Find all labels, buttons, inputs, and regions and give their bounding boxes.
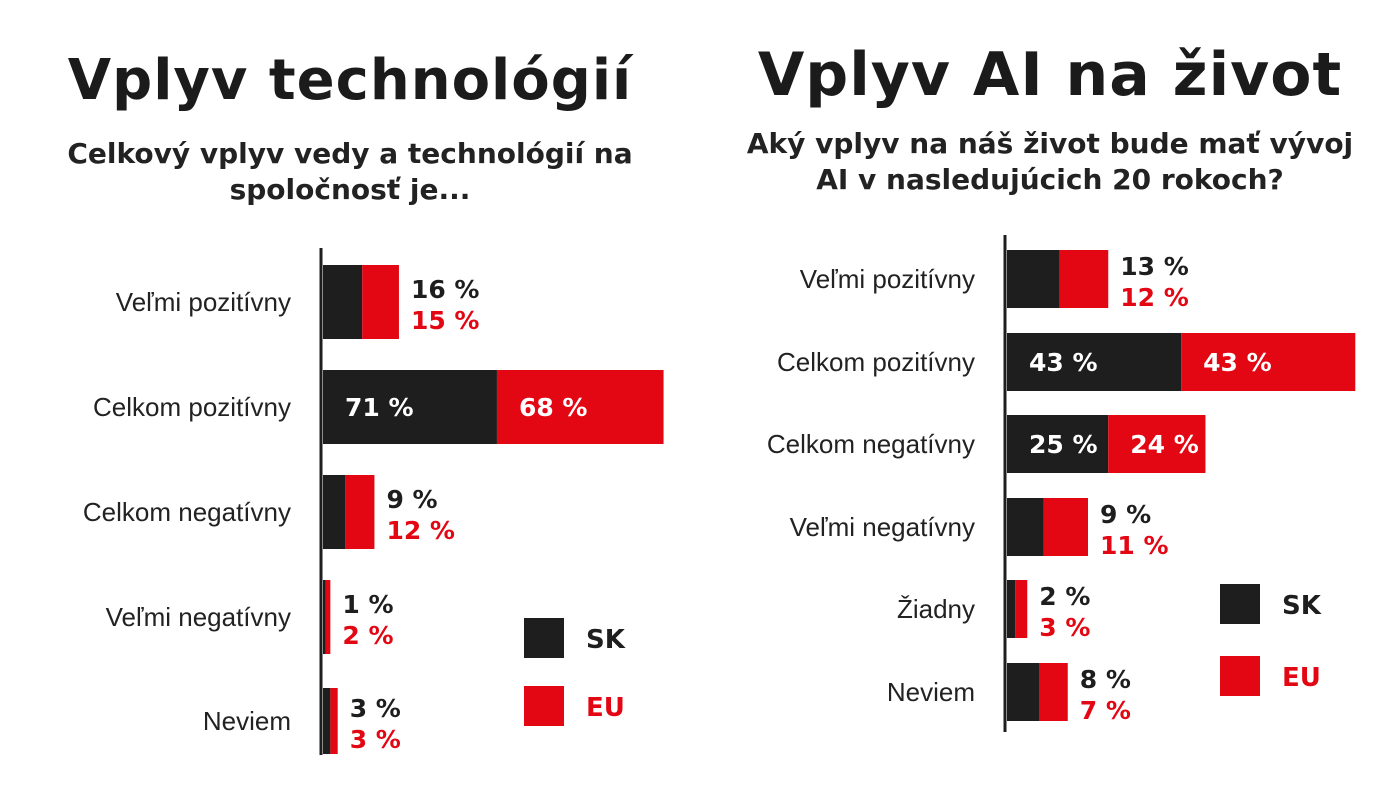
legend: SK EU (524, 618, 626, 726)
bar-row: Neviem 3 %3 % (203, 688, 401, 754)
bar-row: Celkom pozitívny 43 % 43 % (777, 333, 1356, 391)
bar-plot-area: Veľmi pozitívny 13 %12 % Celkom pozitívny 4… (767, 235, 1356, 732)
bar-sk (1007, 333, 1182, 391)
chart-title: Vplyv AI na život (757, 40, 1343, 110)
value-label-eu: 43 % (1203, 348, 1272, 377)
bar-eu (1181, 333, 1356, 391)
bar-eu (330, 688, 338, 754)
legend-swatch-sk (524, 618, 564, 658)
value-label-sk: 13 % (1120, 252, 1189, 281)
value-label-sk: 8 % (1080, 665, 1131, 694)
value-label-sk: 71 % (345, 393, 414, 422)
bar-sk (1007, 415, 1109, 473)
bar-row: Veľmi pozitívny 16 %15 % (116, 265, 480, 339)
legend: SK EU (1220, 584, 1322, 696)
bar-eu (1015, 580, 1028, 638)
value-label-eu: 3 % (350, 725, 401, 754)
category-label: Žiadny (897, 594, 975, 624)
chart-technology-impact: Vplyv technológií Celkový vplyv vedy a t… (0, 48, 700, 755)
chart-subtitle: Aký vplyv na náš život bude mať vývoj AI… (700, 126, 1400, 198)
chart-ai-impact: Vplyv AI na život Aký vplyv na náš život… (700, 0, 1400, 800)
value-label-eu: 12 % (1120, 283, 1189, 312)
value-label-eu: 11 % (1100, 531, 1169, 560)
legend-swatch-sk (1220, 584, 1260, 624)
legend-label-eu: EU (1282, 663, 1321, 693)
bar-sk (323, 580, 326, 654)
value-label-sk: 3 % (350, 694, 401, 723)
category-label: Veľmi pozitívny (116, 287, 291, 317)
bar-eu (1108, 415, 1206, 473)
value-label-eu: 3 % (1039, 613, 1090, 642)
value-label-eu: 15 % (411, 306, 480, 335)
bar-sk (323, 265, 363, 339)
bar-row: Neviem 8 %7 % (887, 663, 1131, 725)
value-label-eu: 24 % (1130, 430, 1199, 459)
bar-sk (1007, 498, 1044, 556)
bar-plot-area: Veľmi pozitívny 16 %15 % Celkom pozitívny 7… (83, 248, 664, 755)
value-label-sk: 43 % (1029, 348, 1098, 377)
category-label: Celkom negatívny (767, 429, 975, 459)
bar-eu (1043, 498, 1088, 556)
bar-sk (1007, 250, 1060, 308)
bar-row: Veľmi negatívny 1 %2 % (106, 580, 394, 654)
value-label-sk: 9 % (386, 485, 437, 514)
value-label-eu: 12 % (386, 516, 455, 545)
bar-sk (1007, 663, 1040, 721)
category-label: Celkom negatívny (83, 497, 291, 527)
value-label-sk: 25 % (1029, 430, 1098, 459)
value-label-sk: 9 % (1100, 500, 1151, 529)
bar-row: Žiadny 2 %3 % (897, 580, 1090, 642)
chart-subtitle: Celkový vplyv vedy a technológií na spol… (0, 136, 700, 208)
value-label-eu: 68 % (519, 393, 588, 422)
legend-swatch-eu (1220, 656, 1260, 696)
category-label: Neviem (887, 677, 975, 707)
value-label-sk: 1 % (342, 590, 393, 619)
legend-swatch-eu (524, 686, 564, 726)
bar-row: Celkom negatívny 25 % 24 % (767, 415, 1206, 473)
value-label-eu: 2 % (342, 621, 393, 650)
category-label: Veľmi negatívny (790, 512, 975, 542)
legend-label-sk: SK (1282, 591, 1322, 621)
bar-eu (345, 475, 375, 549)
bar-eu (1039, 663, 1068, 721)
subtitle-line-2: spoločnosť je... (229, 173, 471, 206)
bar-eu (496, 370, 664, 444)
bar-eu (362, 265, 399, 339)
category-label: Celkom pozitívny (777, 347, 975, 377)
value-label-sk: 2 % (1039, 582, 1090, 611)
category-label: Celkom pozitívny (93, 392, 291, 422)
bar-sk (323, 475, 346, 549)
bar-row: Veľmi pozitívny 13 %12 % (800, 250, 1189, 312)
bar-sk (323, 370, 497, 444)
bar-eu (325, 580, 331, 654)
value-label-sk: 16 % (411, 275, 480, 304)
category-label: Veľmi pozitívny (800, 264, 975, 294)
bar-row: Veľmi negatívny 9 %11 % (790, 498, 1169, 560)
legend-label-sk: SK (586, 625, 626, 655)
category-label: Neviem (203, 706, 291, 736)
chart-title: Vplyv technológií (67, 48, 633, 113)
bar-sk (1007, 580, 1016, 638)
subtitle-line-1: Celkový vplyv vedy a technológií na (67, 137, 633, 170)
category-label: Veľmi negatívny (106, 602, 291, 632)
subtitle-line-1: Aký vplyv na náš život bude mať vývoj (746, 127, 1354, 160)
bar-sk (323, 688, 331, 754)
legend-label-eu: EU (586, 693, 625, 723)
bar-eu (1059, 250, 1109, 308)
subtitle-line-2: AI v nasledujúcich 20 rokoch? (816, 163, 1284, 196)
bar-row: Celkom pozitívny 71 % 68 % (93, 370, 664, 444)
bar-row: Celkom negatívny 9 %12 % (83, 475, 455, 549)
value-label-eu: 7 % (1080, 696, 1131, 725)
